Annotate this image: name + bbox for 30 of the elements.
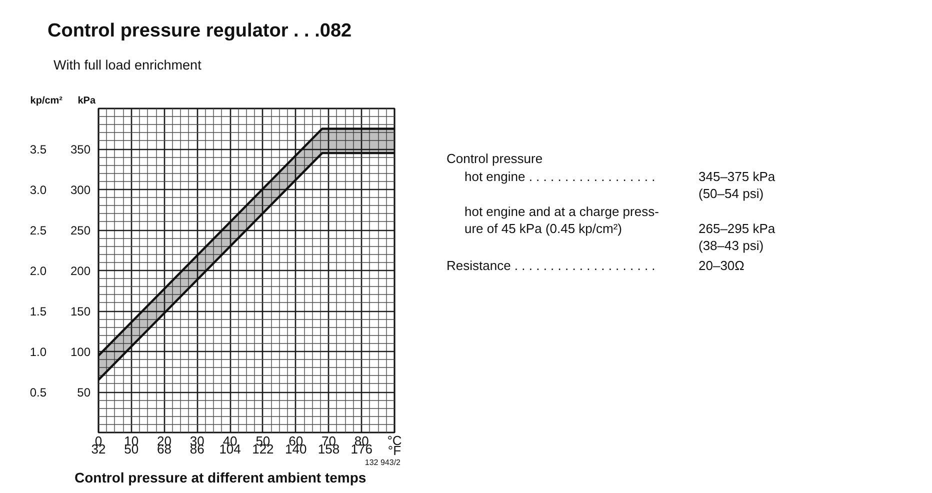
chart-title: Control pressure regulator . . .082 [48, 20, 352, 42]
chart-subtitle: With full load enrichment [54, 58, 202, 72]
y2-tick-label: 1.0 [30, 345, 47, 359]
y2-axis-title: kp/cm² [30, 96, 64, 106]
y-axis-title: kPa [78, 96, 96, 106]
text: 20–30Ω [698, 258, 745, 273]
y-tick-label: 150 [70, 304, 91, 318]
text: hot engine and at a charge press- [464, 204, 659, 219]
text: Control pressure at different ambient temps [74, 470, 366, 486]
y-tick-label: 100 [70, 345, 91, 359]
text: (50–54 psi) [698, 186, 764, 201]
y2-tick-label: 2.0 [30, 264, 47, 278]
y-tick-label: 50 [77, 386, 91, 400]
text: 345–375 kPa [698, 169, 776, 184]
y-tick-label: 350 [70, 142, 91, 156]
text: ure of 45 kPa (0.45 kp/cm²) [464, 221, 622, 236]
y2-tick-label: 2.5 [30, 224, 47, 238]
y-tick-label: 200 [70, 264, 91, 278]
text: hot engine . . . . . . . . . . . . . . . . . . [464, 169, 656, 184]
y2-tick-label: 1.5 [30, 304, 47, 318]
y-tick-label: 250 [70, 224, 91, 238]
y-tick-label: 300 [70, 183, 91, 197]
y2-tick-label: 0.5 [30, 386, 47, 400]
y2-tick-label: 3.5 [30, 142, 47, 156]
text: Control pressure [446, 151, 543, 166]
text: 132 943/2 [364, 458, 402, 467]
text: (38–43 psi) [698, 238, 764, 253]
text: Resistance . . . . . . . . . . . . . . . . . . . . [446, 258, 656, 273]
y2-tick-label: 3.0 [30, 183, 47, 197]
text: 265–295 kPa [698, 221, 776, 236]
